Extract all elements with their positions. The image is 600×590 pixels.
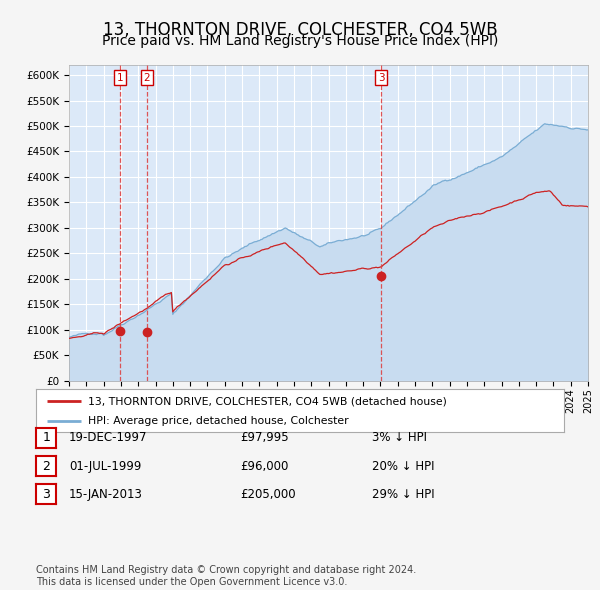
Text: 13, THORNTON DRIVE, COLCHESTER, CO4 5WB (detached house): 13, THORNTON DRIVE, COLCHESTER, CO4 5WB …	[88, 396, 446, 407]
Text: 3% ↓ HPI: 3% ↓ HPI	[372, 431, 427, 444]
Text: 3: 3	[42, 488, 50, 501]
Text: Contains HM Land Registry data © Crown copyright and database right 2024.
This d: Contains HM Land Registry data © Crown c…	[36, 565, 416, 587]
Text: Price paid vs. HM Land Registry's House Price Index (HPI): Price paid vs. HM Land Registry's House …	[102, 34, 498, 48]
Text: 2: 2	[143, 73, 150, 83]
Text: 2: 2	[42, 460, 50, 473]
Text: 01-JUL-1999: 01-JUL-1999	[69, 460, 142, 473]
Text: 13, THORNTON DRIVE, COLCHESTER, CO4 5WB: 13, THORNTON DRIVE, COLCHESTER, CO4 5WB	[103, 21, 497, 39]
Text: HPI: Average price, detached house, Colchester: HPI: Average price, detached house, Colc…	[88, 417, 349, 426]
Text: £97,995: £97,995	[240, 431, 289, 444]
Text: 15-JAN-2013: 15-JAN-2013	[69, 488, 143, 501]
Text: 19-DEC-1997: 19-DEC-1997	[69, 431, 148, 444]
Text: 1: 1	[117, 73, 124, 83]
Text: 29% ↓ HPI: 29% ↓ HPI	[372, 488, 434, 501]
Text: £205,000: £205,000	[240, 488, 296, 501]
Text: 20% ↓ HPI: 20% ↓ HPI	[372, 460, 434, 473]
Text: 1: 1	[42, 431, 50, 444]
Text: 3: 3	[378, 73, 385, 83]
Text: £96,000: £96,000	[240, 460, 289, 473]
